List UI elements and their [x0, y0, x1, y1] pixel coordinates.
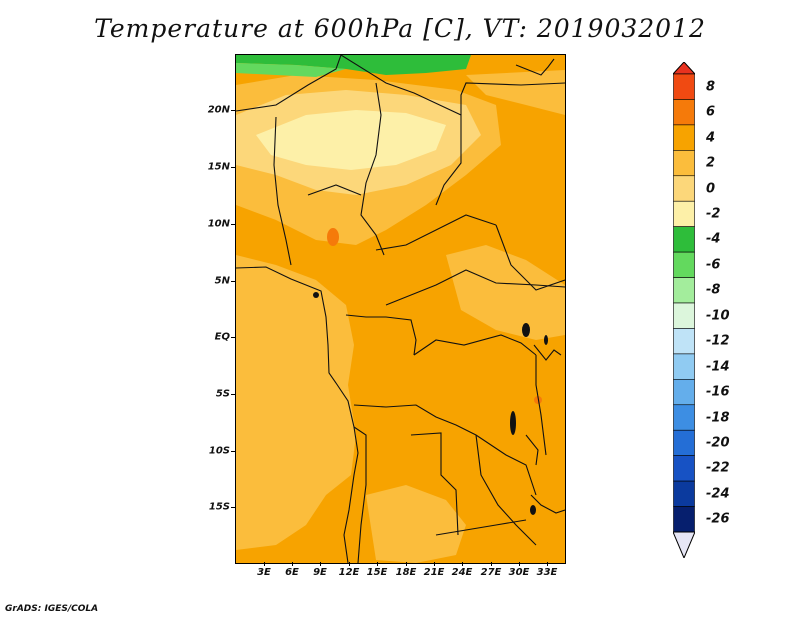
x-tick-label: 3E: [257, 567, 271, 578]
x-tick-label: 24E: [451, 567, 473, 578]
colorbar-swatch: [673, 150, 695, 177]
colorbar-tick-label: -4: [706, 231, 721, 247]
coastline: [236, 266, 359, 563]
colorbar-swatch: [673, 277, 695, 304]
colorbar-tick-label: -26: [706, 511, 730, 527]
y-tick-label: 10N: [207, 218, 230, 230]
colorbar-swatch: [673, 200, 695, 227]
colorbar-swatch: [673, 73, 695, 100]
lakes: [313, 292, 548, 515]
colorbar-swatch: [673, 480, 695, 507]
x-tick-label: 21E: [423, 567, 445, 578]
colorbar-tick-label: 8: [706, 79, 716, 95]
colorbar-tick-label: 2: [706, 155, 716, 171]
y-tick-label: 5N: [214, 275, 230, 287]
colorbar-swatch: [673, 175, 695, 202]
colorbar-swatch: [673, 404, 695, 431]
grads-credit: GrADS: IGES/COLA: [5, 604, 99, 614]
colorbar-swatch: [673, 124, 695, 151]
colorbar-tick-label: -12: [706, 333, 730, 349]
x-tick-label: 15E: [366, 567, 388, 578]
colorbar-swatch: [673, 226, 695, 253]
colorbar-tick-label: 4: [706, 130, 716, 146]
field-zone-neg4-neg2: [256, 110, 446, 170]
colorbar-tick-label: -16: [706, 384, 730, 400]
map-borders: [236, 55, 565, 563]
field-zone-green-light: [236, 63, 346, 77]
colorbar-tick-label: -10: [706, 308, 730, 324]
colorbar-tick-label: -24: [706, 486, 730, 502]
colorbar-tick-label: -18: [706, 410, 730, 425]
colorbar-tick-label: -8: [706, 282, 721, 298]
y-tick-label: 15N: [207, 161, 230, 173]
colorbar-swatch: [673, 251, 695, 278]
colorbar-tick-label: -6: [706, 257, 721, 273]
map-field: [236, 55, 565, 563]
colorbar-swatch: [673, 328, 695, 355]
x-tick-label: 33E: [536, 567, 558, 578]
colorbar-swatch: [673, 353, 695, 380]
colorbar-tick-label: -22: [706, 460, 730, 476]
colorbar-swatch: [673, 506, 695, 533]
x-tick-label: 9E: [313, 567, 327, 578]
colorbar-swatch: [673, 99, 695, 126]
colorbar-swatch: [673, 379, 695, 406]
y-tick-label: 10S: [208, 445, 230, 457]
y-tick-label: 5S: [215, 388, 230, 400]
colorbar-tick-label: -20: [706, 435, 730, 451]
field-zone-0-2-ne: [466, 70, 565, 115]
field-zone-0-2-west: [236, 255, 356, 550]
field-zone-green: [236, 55, 471, 75]
colorbar-tick-label: -14: [706, 359, 730, 375]
colorbar-swatch: [673, 302, 695, 329]
x-tick-label: 27E: [480, 567, 502, 578]
temperature-map: [235, 54, 566, 564]
x-tick-label: 30E: [508, 567, 530, 578]
colorbar-under-triangle: [673, 531, 695, 558]
y-tick-label: EQ: [214, 331, 230, 343]
colorbar-tick-label: 0: [706, 181, 716, 196]
x-tick-label: 6E: [285, 567, 299, 578]
colorbar-swatch: [673, 455, 695, 482]
field-zone-0-2-south: [366, 485, 466, 563]
colorbar-tick-label: 6: [706, 104, 716, 120]
colorbar-tick-label: -2: [706, 206, 721, 222]
x-tick-label: 18E: [395, 567, 417, 578]
y-tick-label: 20N: [207, 104, 230, 116]
y-tick-label: 15S: [208, 501, 230, 513]
colorbar-swatch: [673, 429, 695, 456]
colorbar: [673, 62, 695, 558]
field-zone-0-2-east: [446, 245, 565, 340]
warm-spot-1: [327, 228, 339, 246]
colorbar-over-triangle: [673, 62, 695, 75]
x-tick-label: 12E: [338, 567, 360, 578]
map-title: Temperature at 600hPa [C], VT: 201903201…: [94, 14, 706, 43]
